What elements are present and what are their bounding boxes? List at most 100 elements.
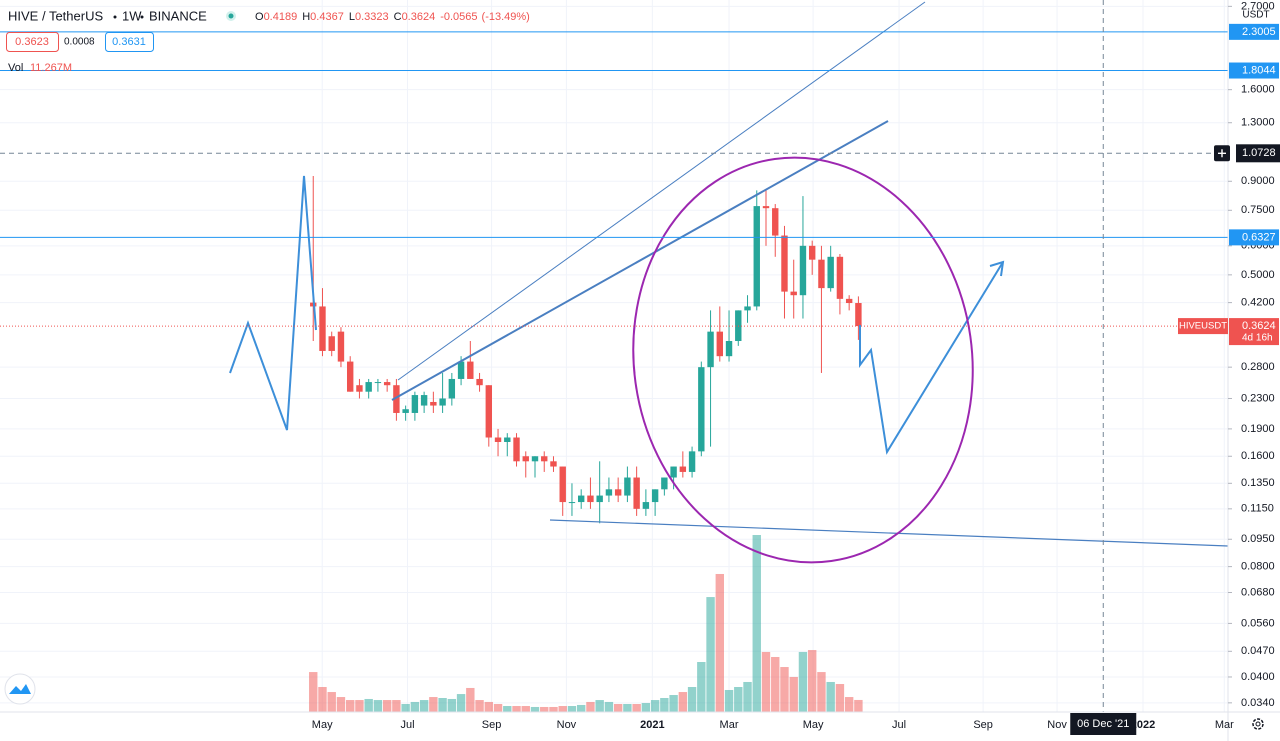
candle-body	[430, 401, 437, 406]
volume-bar	[364, 698, 373, 712]
candle-body	[439, 398, 446, 406]
volume-bar	[687, 687, 697, 712]
ask-box[interactable]	[105, 32, 154, 52]
volume-pane	[309, 535, 863, 712]
logo-mark	[9, 684, 31, 694]
candle-body	[688, 451, 696, 472]
price-label: 2.3005	[1242, 26, 1276, 38]
volume-bar	[336, 697, 346, 712]
y-tick-label: 0.2300	[1241, 392, 1275, 404]
candle-body	[818, 259, 825, 289]
volume-bar	[484, 701, 493, 712]
volume-bar	[697, 662, 706, 712]
candle-body	[624, 477, 631, 496]
volume-bar	[503, 706, 512, 712]
candle-body	[725, 341, 733, 357]
ohlc-value: 0.3624	[402, 11, 436, 23]
overlay	[0, 0, 1228, 712]
bid: 0.3623	[15, 36, 49, 48]
volume-bar	[466, 687, 475, 712]
drawing-trend-line-thin	[397, 1, 926, 381]
volume-bar	[715, 573, 724, 712]
volume-bar	[576, 704, 586, 712]
logo[interactable]	[4, 673, 36, 705]
price-label-box	[1229, 23, 1279, 40]
y-tick-label: 2.7000	[1241, 0, 1275, 12]
volume-bar	[410, 701, 420, 712]
candle-body	[337, 331, 345, 362]
ohlc-legend: O0.4189 H0.4367 L0.3323 C0.3624 -0.0565 (-13.…	[255, 11, 530, 23]
volume-bar	[724, 689, 734, 712]
volume-bar	[540, 706, 549, 712]
candle-body	[744, 306, 751, 311]
candle-body	[679, 466, 687, 472]
interval[interactable]: 1W	[122, 8, 142, 23]
settings-button[interactable]	[1252, 718, 1264, 730]
candle-body	[467, 361, 474, 379]
candle-body	[494, 437, 502, 442]
candle-body	[827, 256, 834, 289]
candle-body	[836, 256, 844, 299]
drawing-zigzag-left	[229, 175, 317, 431]
candle-body	[772, 208, 779, 236]
y-tick-label: 0.0400	[1241, 671, 1275, 683]
candle-body	[790, 291, 797, 296]
candle-body	[513, 437, 520, 462]
y-tick-label: 0.0470	[1241, 645, 1275, 657]
volume-bar	[771, 656, 780, 712]
ohlc-key: H	[302, 11, 310, 23]
volume-bar	[641, 703, 651, 712]
volume-bar	[419, 700, 429, 712]
gear-hub	[1255, 721, 1261, 727]
candle-body	[781, 235, 788, 292]
candle-body	[383, 382, 391, 386]
volume-bar	[521, 706, 530, 712]
volume-bar	[854, 699, 863, 712]
candle-body	[707, 331, 714, 368]
time-axis-bg	[0, 712, 1280, 741]
candle-body	[753, 206, 760, 307]
candle-body	[365, 382, 372, 392]
separator	[113, 15, 117, 19]
candle-body	[476, 378, 483, 386]
price-label: 1.8044	[1242, 64, 1276, 76]
price-label-box	[1229, 229, 1279, 246]
volume-bar	[447, 698, 457, 712]
candle-body	[605, 489, 613, 496]
axes: May Jul Sep Nov 2021 Mar May Jul Sep Nov 2022 Mar 0.…	[312, 0, 1280, 735]
x-tick-label: Nov	[1047, 719, 1067, 731]
candle-body	[808, 245, 816, 260]
y-tick-label: 0.0950	[1241, 533, 1275, 545]
candle-body	[762, 206, 770, 209]
countdown: 4d 16h	[1242, 333, 1273, 344]
volume-bar	[650, 700, 660, 712]
ohlc-value: 0.4367	[310, 11, 344, 23]
volume-bar	[549, 706, 558, 712]
change-pct: (-13.49%)	[482, 11, 530, 23]
crosshair-date-box	[1070, 713, 1137, 735]
volume-bar	[327, 692, 336, 712]
bid-box[interactable]	[6, 32, 59, 52]
volume-bar	[438, 698, 447, 712]
candle-body	[642, 502, 650, 509]
candle-body	[531, 456, 539, 462]
y-tick-label: 0.0800	[1241, 561, 1275, 573]
x-tick-label: 2021	[640, 719, 664, 731]
symbol-tag: HIVEUSDT	[1179, 321, 1227, 332]
header: HIVE / TetherUS 1W BINANCE O0.4189 H0.436…	[6, 8, 530, 74]
volume-bar	[512, 706, 521, 712]
volume-name: Vol	[8, 62, 23, 74]
drawing-arrow-head	[989, 260, 1005, 277]
crosshair-date: 06 Dec '21	[1077, 718, 1129, 730]
volume-bar	[567, 706, 577, 712]
candle-body	[661, 477, 668, 490]
candle-body	[522, 456, 529, 462]
candle-body	[485, 385, 492, 438]
candle-body	[698, 367, 705, 452]
candles	[310, 176, 862, 524]
volume-bar	[604, 701, 614, 712]
candle-body	[319, 306, 326, 351]
volume-bar	[586, 701, 595, 712]
